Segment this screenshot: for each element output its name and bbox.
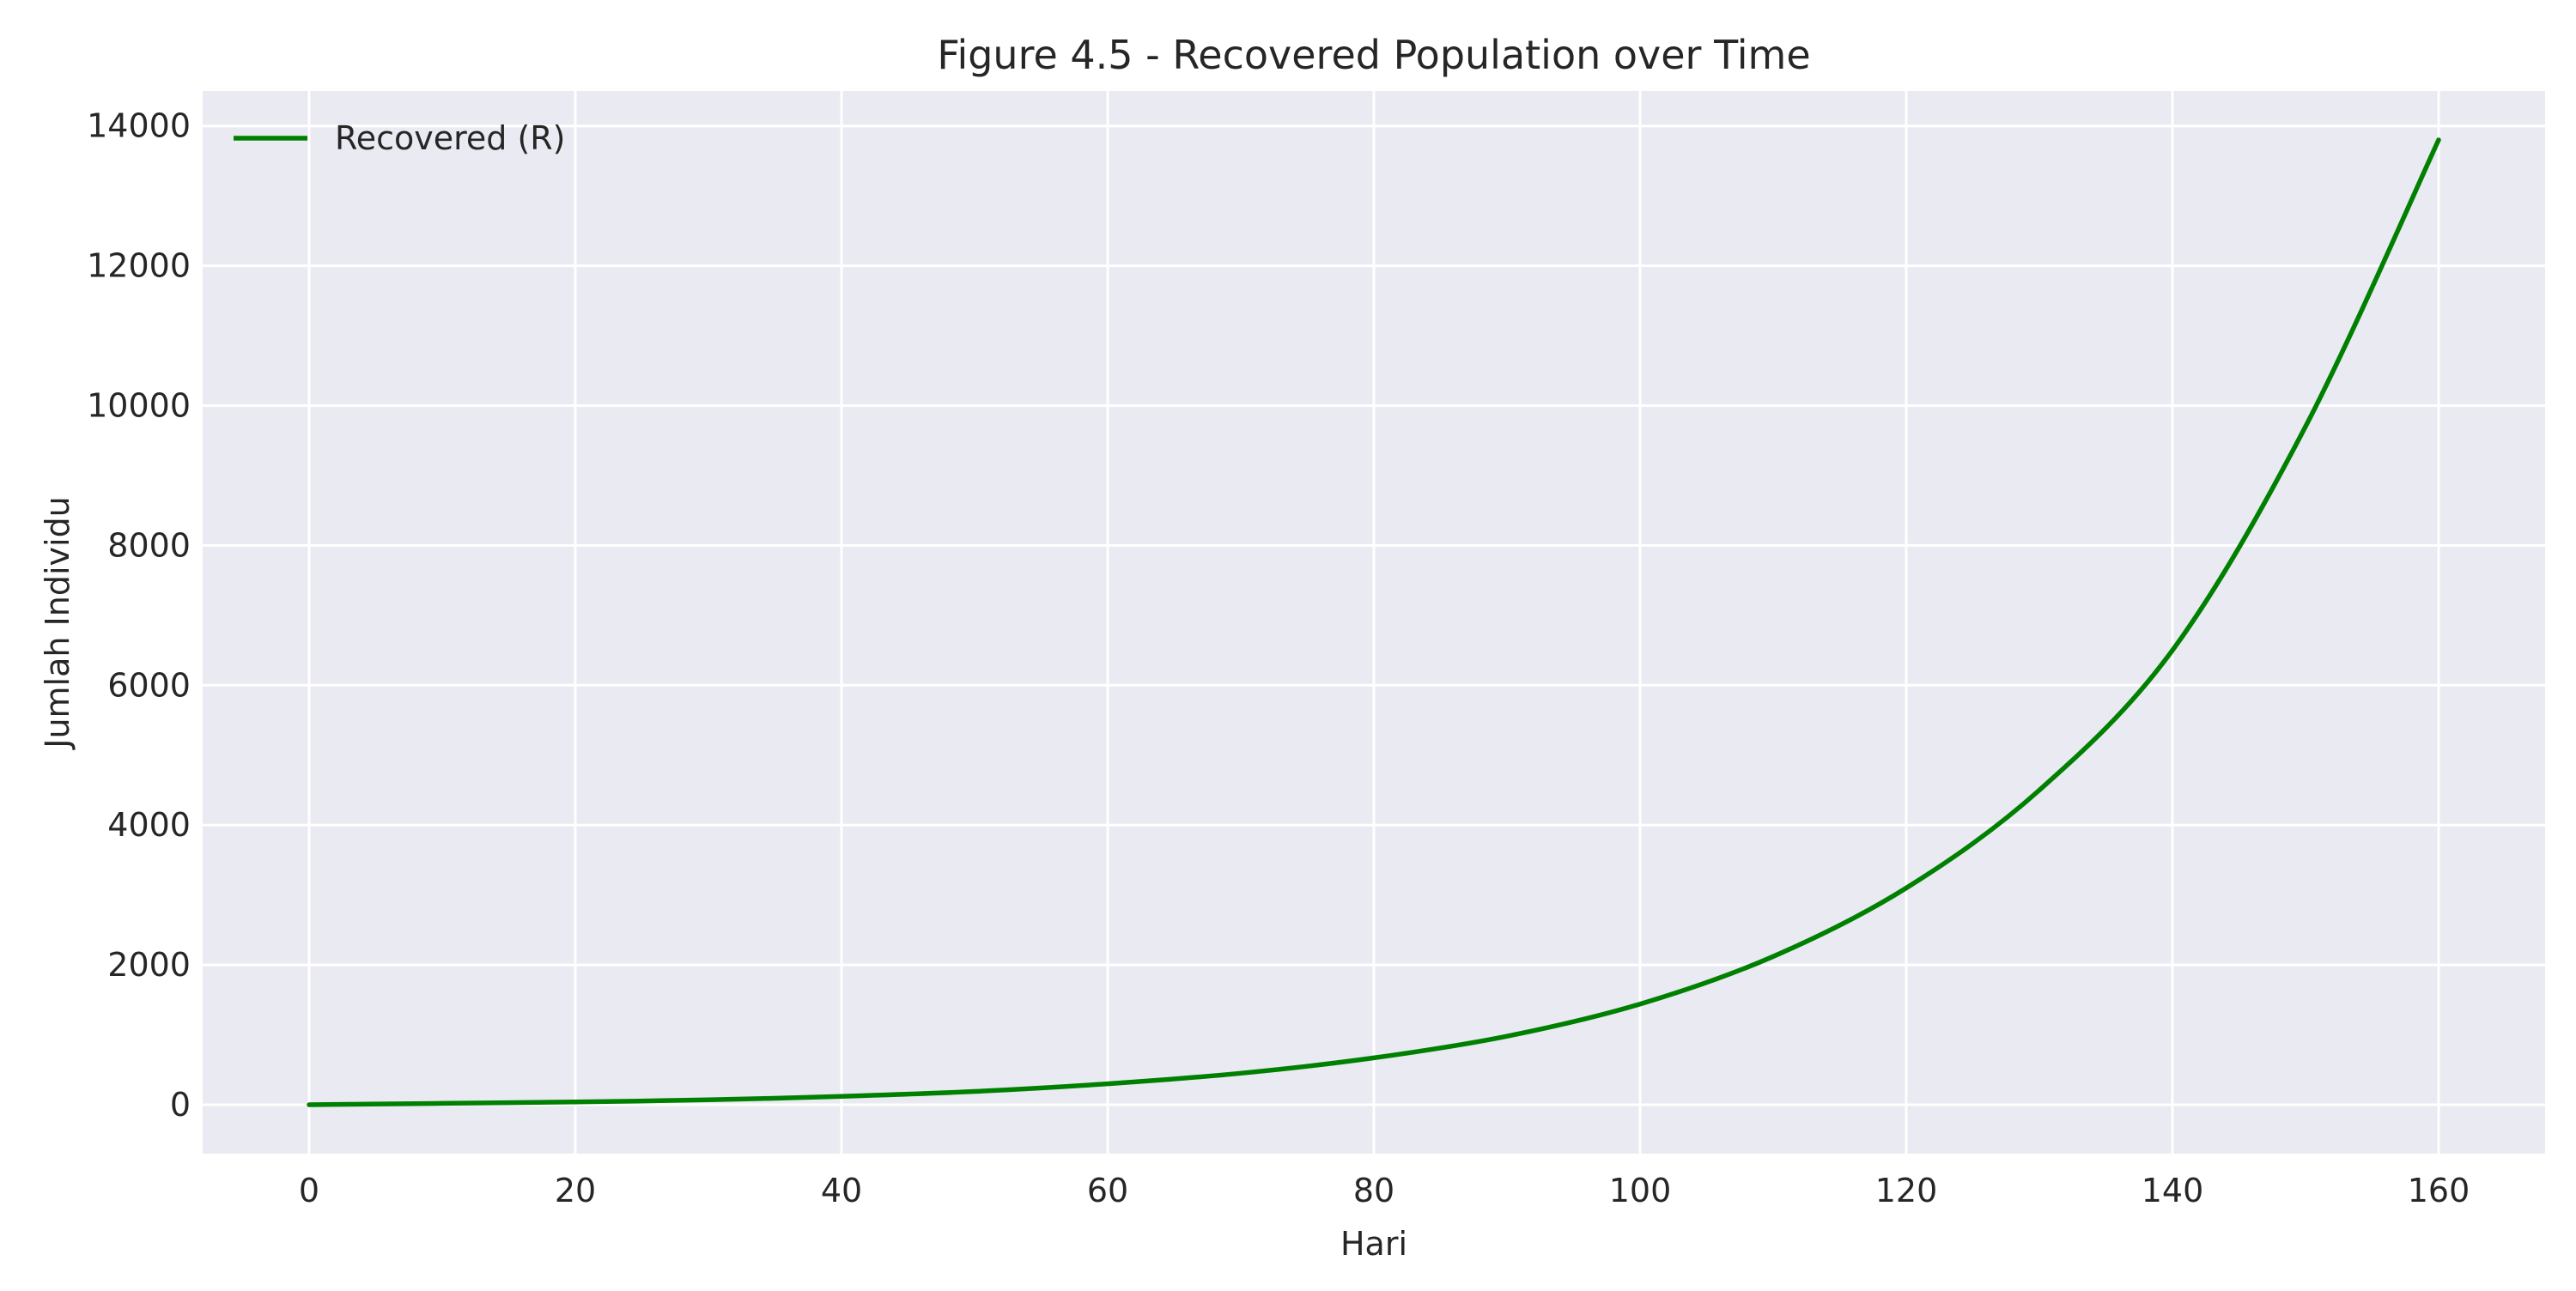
ticks: 0 20 40 60 80 100 120 140 160 0 2000 4000 6000 8000 10… bbox=[87, 107, 2470, 1209]
x-tick-label: 80 bbox=[1353, 1172, 1394, 1209]
series-line-recovered bbox=[307, 137, 2441, 1107]
y-tick-label: 12000 bbox=[87, 247, 191, 285]
x-tick-label: 40 bbox=[821, 1172, 862, 1209]
x-tick-label: 140 bbox=[2142, 1172, 2204, 1209]
y-axis-label: Jumlah Individu bbox=[39, 496, 76, 750]
grid bbox=[203, 91, 2545, 1154]
y-tick-label: 6000 bbox=[107, 666, 191, 704]
y-tick-label: 4000 bbox=[107, 806, 191, 844]
legend: Recovered (R) bbox=[234, 119, 566, 157]
chart-title: Figure 4.5 - Recovered Population over T… bbox=[937, 32, 1810, 78]
x-tick-label: 120 bbox=[1875, 1172, 1938, 1209]
legend-label: Recovered (R) bbox=[335, 119, 566, 157]
x-tick-label: 100 bbox=[1609, 1172, 1672, 1209]
x-tick-label: 20 bbox=[555, 1172, 596, 1209]
x-axis-label: Hari bbox=[1340, 1225, 1407, 1263]
x-tick-label: 60 bbox=[1087, 1172, 1128, 1209]
y-tick-label: 8000 bbox=[107, 526, 191, 564]
y-tick-label: 2000 bbox=[107, 946, 191, 984]
y-tick-label: 14000 bbox=[87, 107, 191, 145]
x-tick-label: 160 bbox=[2408, 1172, 2470, 1209]
series-layer bbox=[307, 137, 2441, 1107]
y-tick-label: 10000 bbox=[87, 387, 191, 425]
x-tick-label: 0 bbox=[299, 1172, 319, 1209]
y-tick-label: 0 bbox=[170, 1086, 191, 1124]
